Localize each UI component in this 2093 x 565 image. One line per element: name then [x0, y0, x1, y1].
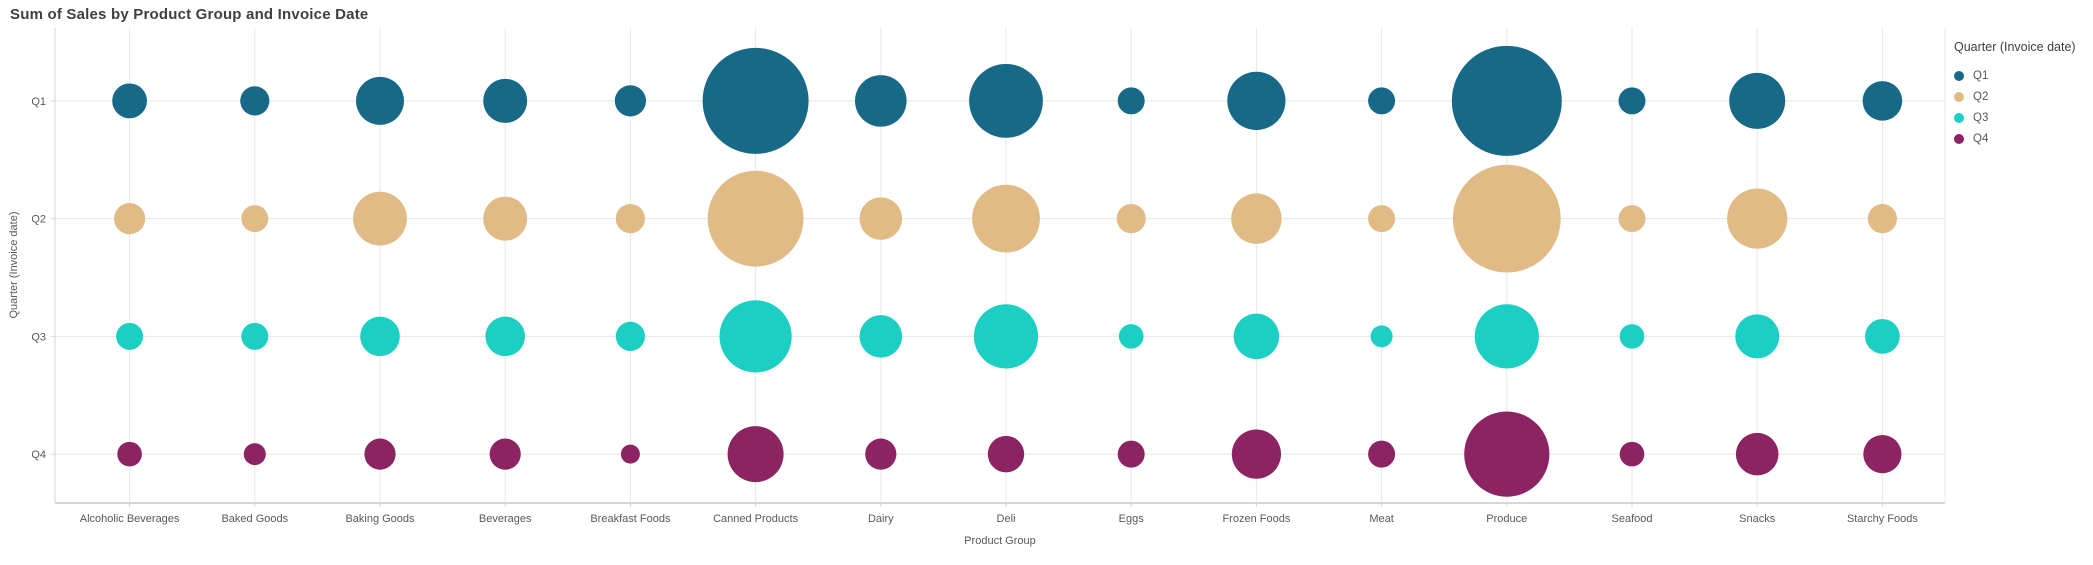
bubble-dairy-q1[interactable]: [855, 75, 907, 127]
bubble-frozen-foods-q1[interactable]: [1227, 71, 1286, 130]
bubble-seafood-q2[interactable]: [1618, 205, 1646, 233]
legend-item-q3[interactable]: Q3: [1954, 107, 2093, 128]
legend-item-label: Q1: [1973, 69, 1989, 82]
x-tick-label-dairy[interactable]: Dairy: [868, 513, 894, 525]
x-tick-label-eggs[interactable]: Eggs: [1119, 513, 1145, 525]
bubble-canned-products-q2[interactable]: [707, 170, 804, 267]
x-tick-label-beverages[interactable]: Beverages: [479, 513, 532, 525]
bubble-starchy-foods-q4[interactable]: [1863, 435, 1902, 474]
x-tick-label-frozen-foods[interactable]: Frozen Foods: [1222, 513, 1290, 525]
chart-title: Sum of Sales by Product Group and Invoic…: [10, 6, 369, 23]
legend-item-label: Q2: [1973, 90, 1989, 103]
x-tick-label-seafood[interactable]: Seafood: [1612, 513, 1653, 525]
bubble-deli-q4[interactable]: [987, 435, 1025, 473]
legend-item-label: Q3: [1973, 111, 1989, 124]
legend-item-q1[interactable]: Q1: [1954, 65, 2093, 86]
legend-swatch-icon: [1954, 70, 1964, 81]
bubble-produce-q3[interactable]: [1474, 304, 1539, 369]
bubble-baked-goods-q3[interactable]: [241, 322, 269, 350]
bubble-frozen-foods-q4[interactable]: [1231, 429, 1281, 479]
bubble-breakfast-foods-q2[interactable]: [615, 204, 646, 234]
y-tick-label-q3[interactable]: Q3: [31, 331, 46, 343]
bubble-eggs-q1[interactable]: [1117, 87, 1145, 115]
bubble-deli-q2[interactable]: [972, 184, 1040, 253]
x-tick-label-baking-goods[interactable]: Baking Goods: [345, 513, 415, 525]
bubble-breakfast-foods-q3[interactable]: [615, 321, 646, 351]
bubble-deli-q3[interactable]: [973, 304, 1039, 369]
legend-swatch-icon: [1954, 112, 1964, 123]
legend-item-label: Q4: [1973, 132, 1989, 145]
bubble-alcoholic-beverages-q1[interactable]: [112, 83, 147, 119]
y-tick-label-q2[interactable]: Q2: [31, 214, 46, 226]
x-tick-label-breakfast-foods[interactable]: Breakfast Foods: [590, 513, 671, 525]
bubble-baked-goods-q2[interactable]: [241, 205, 269, 233]
bubble-canned-products-q3[interactable]: [719, 300, 792, 373]
bubble-breakfast-foods-q4[interactable]: [620, 444, 640, 464]
bubble-dairy-q4[interactable]: [865, 438, 897, 470]
bubble-produce-q2[interactable]: [1452, 164, 1561, 273]
bubble-deli-q1[interactable]: [969, 63, 1043, 138]
x-tick-label-canned-products[interactable]: Canned Products: [713, 513, 798, 525]
bubble-snacks-q2[interactable]: [1727, 188, 1788, 249]
bubble-seafood-q3[interactable]: [1619, 324, 1645, 349]
bubble-alcoholic-beverages-q4[interactable]: [117, 441, 142, 467]
bubble-baking-goods-q3[interactable]: [360, 316, 400, 357]
bubble-canned-products-q1[interactable]: [702, 47, 809, 154]
bubble-meat-q4[interactable]: [1368, 440, 1396, 468]
bubble-baked-goods-q4[interactable]: [243, 443, 266, 466]
bubble-produce-q4[interactable]: [1464, 411, 1550, 497]
x-tick-label-produce[interactable]: Produce: [1486, 513, 1527, 525]
bubble-frozen-foods-q3[interactable]: [1233, 313, 1280, 360]
bubble-produce-q1[interactable]: [1451, 45, 1562, 156]
bubble-beverages-q1[interactable]: [483, 78, 528, 123]
legend: Quarter (Invoice date) Q1 Q2 Q3 Q4: [1954, 40, 2093, 149]
y-tick-label-q1[interactable]: Q1: [31, 96, 46, 108]
legend-swatch-icon: [1954, 133, 1964, 144]
y-tick-label-q4[interactable]: Q4: [31, 449, 46, 461]
legend-item-q4[interactable]: Q4: [1954, 128, 2093, 149]
bubble-snacks-q3[interactable]: [1735, 314, 1780, 359]
x-tick-label-meat[interactable]: Meat: [1369, 513, 1393, 525]
bubble-dairy-q2[interactable]: [859, 197, 903, 240]
legend-items: Q1 Q2 Q3 Q4: [1954, 65, 2093, 149]
x-tick-label-baked-goods[interactable]: Baked Goods: [221, 513, 288, 525]
bubble-baking-goods-q2[interactable]: [353, 191, 407, 246]
bubble-canned-products-q4[interactable]: [727, 426, 784, 483]
bubble-starchy-foods-q2[interactable]: [1867, 204, 1897, 234]
bubble-baking-goods-q1[interactable]: [356, 76, 404, 125]
bubble-alcoholic-beverages-q3[interactable]: [116, 322, 144, 350]
bubble-breakfast-foods-q1[interactable]: [614, 85, 647, 117]
bubble-snacks-q1[interactable]: [1729, 72, 1786, 129]
x-tick-label-alcoholic-beverages[interactable]: Alcoholic Beverages: [80, 513, 180, 525]
bubble-meat-q2[interactable]: [1368, 205, 1396, 233]
bubble-frozen-foods-q2[interactable]: [1231, 193, 1282, 244]
x-tick-label-starchy-foods[interactable]: Starchy Foods: [1847, 513, 1918, 525]
bubble-snacks-q4[interactable]: [1735, 432, 1779, 476]
bubble-eggs-q2[interactable]: [1116, 204, 1146, 234]
legend-title: Quarter (Invoice date): [1954, 40, 2076, 54]
bubble-alcoholic-beverages-q2[interactable]: [114, 203, 146, 235]
y-axis-title: Quarter (Invoice date): [8, 211, 20, 319]
x-tick-label-snacks[interactable]: Snacks: [1739, 513, 1776, 525]
bubble-beverages-q2[interactable]: [483, 196, 528, 241]
bubble-meat-q1[interactable]: [1368, 87, 1396, 115]
bubble-beverages-q4[interactable]: [489, 438, 521, 470]
x-axis-title: Product Group: [964, 535, 1036, 547]
legend-item-q2[interactable]: Q2: [1954, 86, 2093, 107]
bubble-seafood-q1[interactable]: [1618, 87, 1646, 115]
bubble-baked-goods-q1[interactable]: [240, 86, 270, 116]
bubble-seafood-q4[interactable]: [1619, 441, 1645, 467]
bubble-meat-q3[interactable]: [1370, 325, 1393, 348]
legend-swatch-icon: [1954, 91, 1964, 102]
bubble-baking-goods-q4[interactable]: [364, 438, 396, 470]
bubble-beverages-q3[interactable]: [485, 316, 525, 357]
bubble-dairy-q3[interactable]: [859, 315, 903, 358]
bubble-eggs-q4[interactable]: [1117, 440, 1145, 468]
x-tick-label-deli[interactable]: Deli: [997, 513, 1016, 525]
bubble-eggs-q3[interactable]: [1118, 324, 1144, 349]
bubble-starchy-foods-q1[interactable]: [1862, 81, 1903, 121]
bubble-starchy-foods-q3[interactable]: [1865, 318, 1900, 354]
